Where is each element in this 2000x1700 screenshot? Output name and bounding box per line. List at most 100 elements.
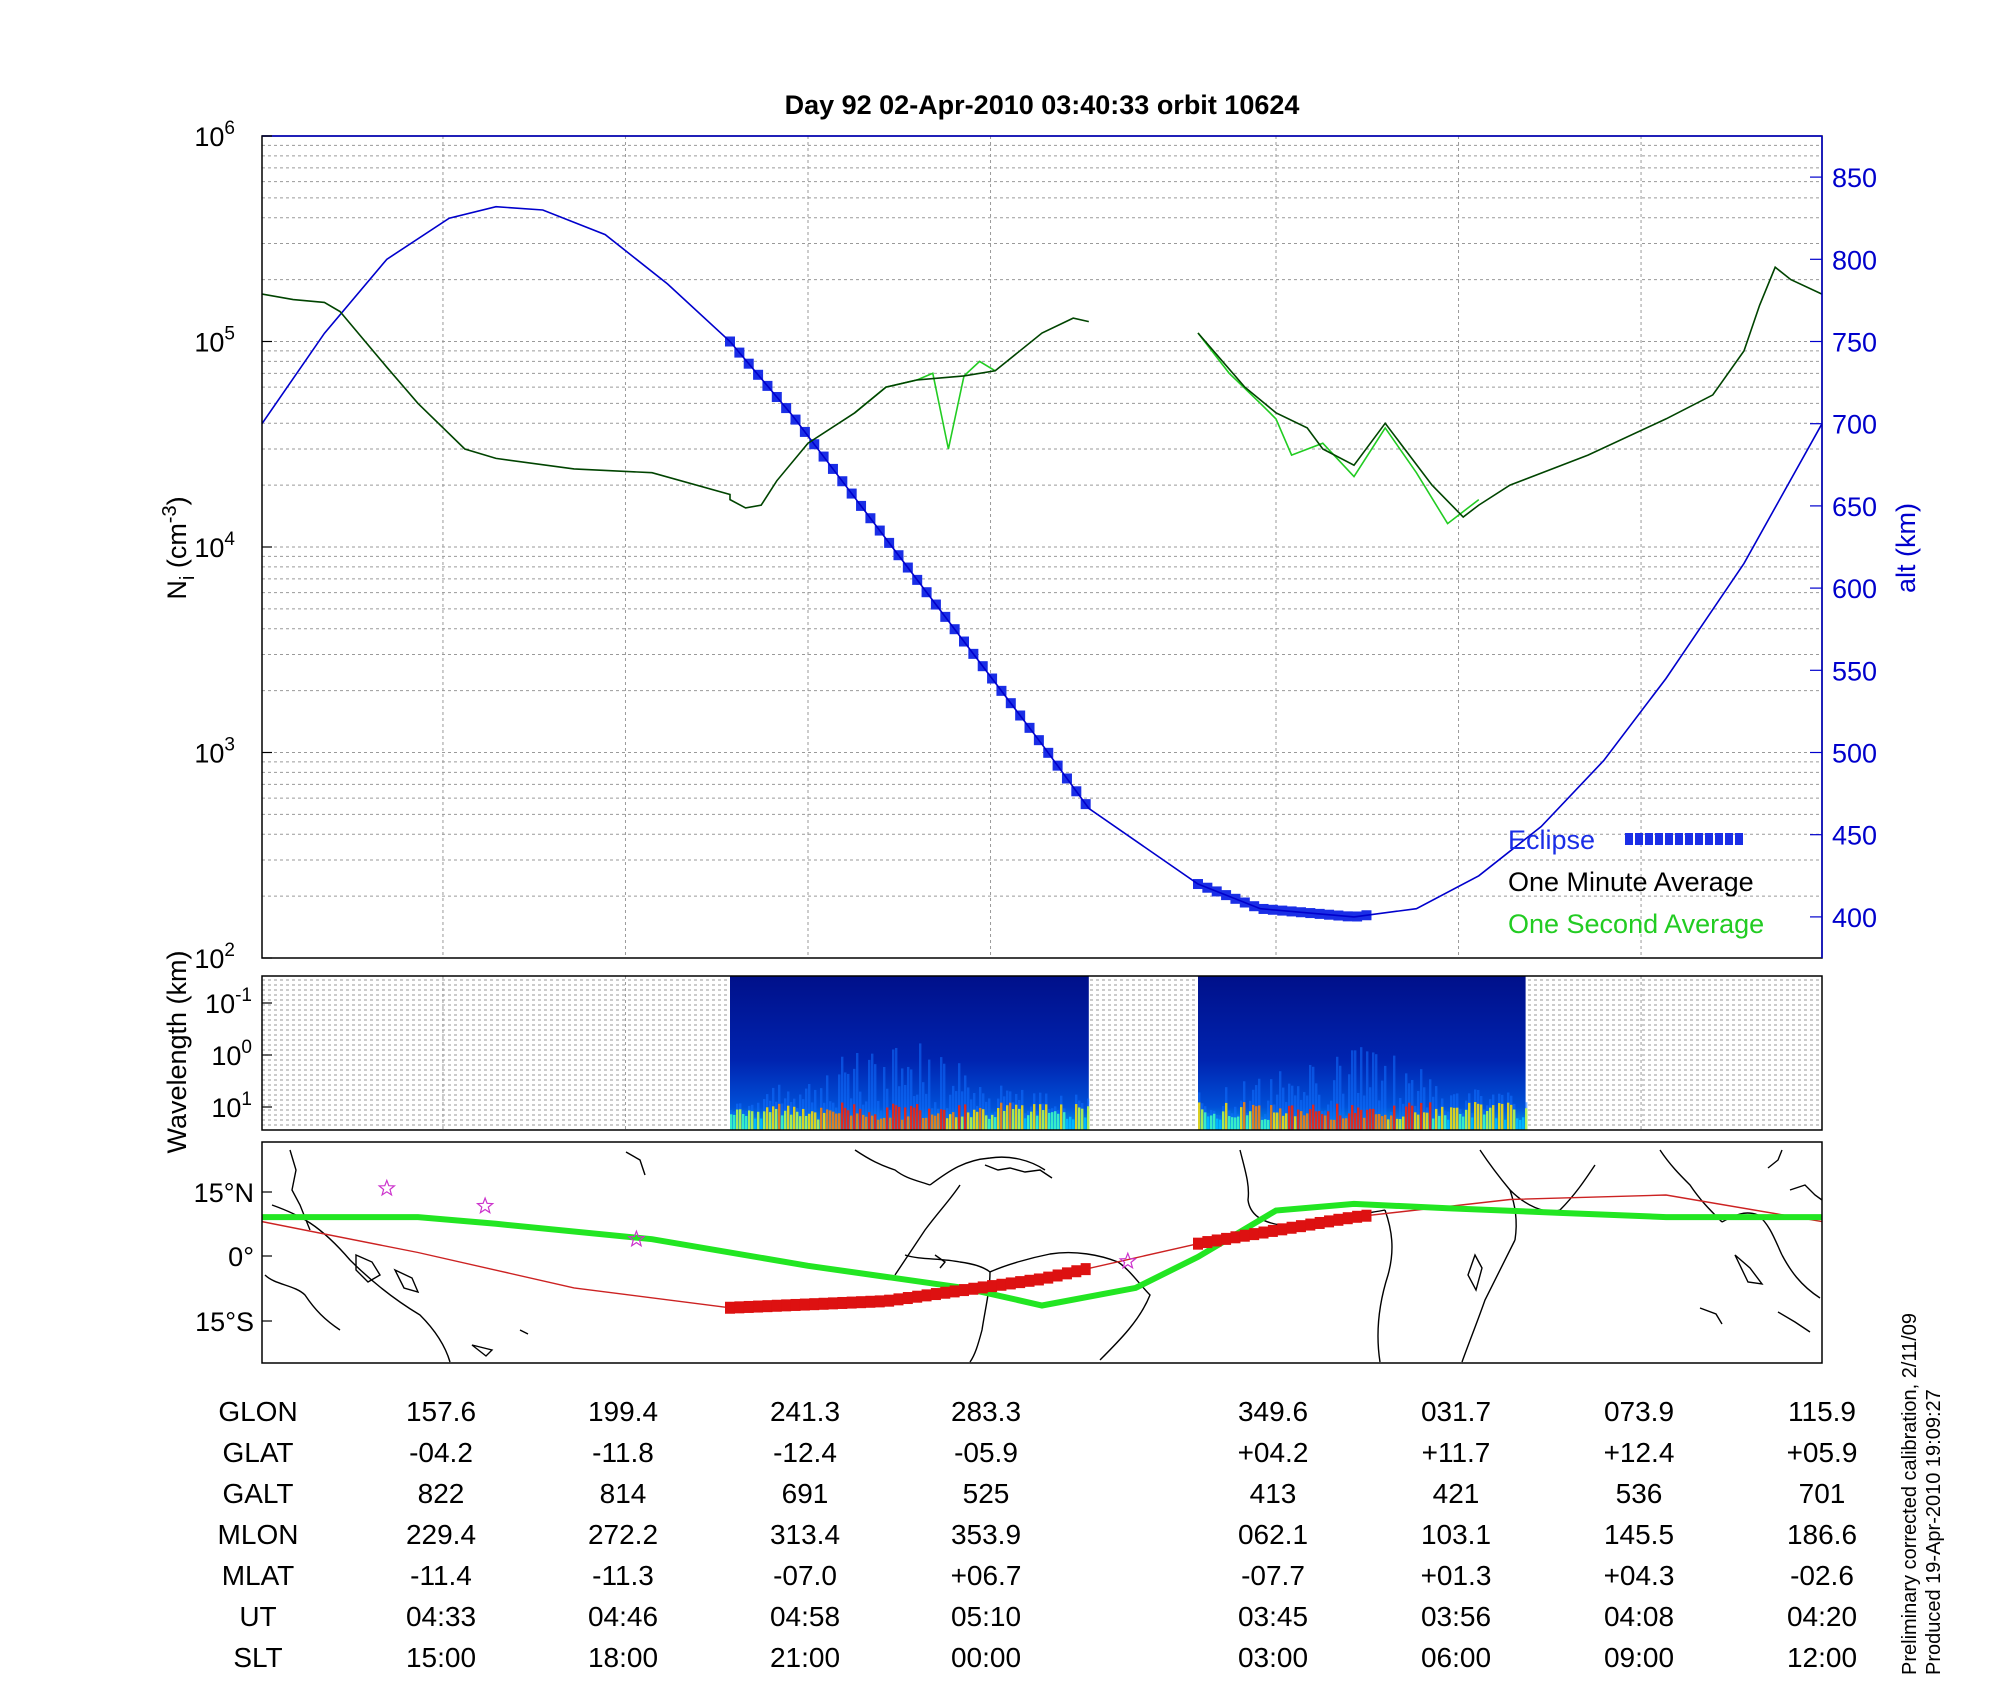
spectrogram-streak (1330, 1100, 1333, 1130)
spectrogram-streak (1405, 1073, 1408, 1130)
spectrogram-streak (808, 1084, 811, 1130)
spectrogram-streak (1294, 1095, 1297, 1130)
spectrogram-hot-streak (1249, 1111, 1252, 1130)
spectrogram-hot-streak (1081, 1108, 1084, 1130)
spectrogram-hot-streak (970, 1117, 973, 1130)
spectrogram-hot-streak (1519, 1119, 1522, 1130)
spectrogram-hot-streak (1483, 1114, 1486, 1130)
spectrogram-hot-streak (1234, 1117, 1237, 1130)
spectrogram-streak (952, 1085, 955, 1130)
spectrogram-hot-streak (1360, 1109, 1363, 1130)
spectrogram-tick-label: 100 (211, 1037, 252, 1071)
spectrogram-hot-streak (988, 1118, 991, 1130)
spectrogram-hot-streak (1420, 1102, 1423, 1130)
spectrogram-streak (901, 1068, 904, 1130)
star-marker (627, 1229, 646, 1248)
spectrogram-hot-streak (1261, 1119, 1264, 1130)
spectrogram-streak (1267, 1100, 1270, 1130)
spectrogram-hot-streak (1225, 1102, 1228, 1130)
table-cell: 186.6 (1787, 1519, 1857, 1550)
spectrogram-hot-streak (1291, 1105, 1294, 1130)
map-eclipse-marker (1015, 1276, 1026, 1289)
spectrogram-streak (961, 1091, 964, 1130)
spectrogram-hot-streak (1198, 1102, 1201, 1130)
spectrogram-hot-streak (1495, 1118, 1498, 1130)
legend-eclipse: Eclipse (1508, 825, 1595, 855)
spectrogram-hot-streak (1282, 1115, 1285, 1130)
spectrogram-hot-streak (1447, 1119, 1450, 1130)
spectrogram-hot-streak (841, 1102, 844, 1130)
spectrogram-hot-streak (1057, 1113, 1060, 1130)
spectrogram-streak (1372, 1052, 1375, 1130)
table-row-label: SLT (233, 1642, 282, 1673)
tick-base: 10 (194, 328, 224, 358)
spectrogram-hot-streak (1237, 1116, 1240, 1130)
spectrogram-hot-streak (913, 1107, 916, 1130)
spectrogram-hot-streak (1321, 1114, 1324, 1130)
spectrogram-hot-streak (1216, 1118, 1219, 1130)
spectrogram-hot-streak (1219, 1119, 1222, 1130)
spectrogram-streak (928, 1059, 931, 1130)
spectrogram-hot-streak (769, 1112, 772, 1130)
spectrogram-streak (1306, 1095, 1309, 1130)
star-marker (1118, 1251, 1138, 1270)
spectrogram-hot-streak (1339, 1115, 1342, 1130)
spectrogram-hot-streak (808, 1113, 811, 1130)
spectrogram-hot-streak (1303, 1115, 1306, 1130)
spectrogram-streak (955, 1091, 958, 1130)
spectrogram-streak (907, 1066, 910, 1130)
table-cell: 701 (1799, 1478, 1846, 1509)
spectrogram-hot-streak (1072, 1119, 1075, 1130)
spectrogram-streak (1420, 1069, 1423, 1130)
map-eclipse-marker (725, 1301, 735, 1314)
table-row-label: GLAT (222, 1437, 293, 1468)
spectrogram-hot-streak (1210, 1115, 1213, 1130)
spectrogram-hot-streak (1276, 1112, 1279, 1130)
density-y-label: Ni (cm-3) (159, 496, 199, 599)
legend-swatch-mark (1715, 833, 1723, 845)
map-eclipse-marker (884, 1294, 895, 1307)
spectrogram-hot-streak (781, 1115, 784, 1130)
map-eclipse-marker (874, 1295, 885, 1308)
spectrogram-streak (1435, 1086, 1438, 1130)
spectrogram-streak (865, 1101, 868, 1130)
map-eclipse-marker (827, 1297, 838, 1310)
spectrogram-hot-streak (1426, 1112, 1429, 1130)
table-cell: 536 (1616, 1478, 1663, 1509)
map-eclipse-marker (921, 1289, 932, 1302)
map-eclipse-marker (1202, 1236, 1213, 1249)
table-row-label: GLON (218, 1396, 297, 1427)
spectrogram-hot-streak (1273, 1112, 1276, 1130)
table-cell: 04:20 (1787, 1601, 1857, 1632)
table-cell: 413 (1250, 1478, 1297, 1509)
spectrogram-streak (1354, 1050, 1357, 1130)
map-eclipse-marker (1249, 1228, 1260, 1241)
spectrogram-streak (847, 1073, 850, 1130)
table-cell: 03:45 (1238, 1601, 1308, 1632)
spectrogram-hot-streak (889, 1117, 892, 1130)
calibration-note: Preliminary corrected calibration, 2/11/… (1899, 1313, 1921, 1675)
legend-swatch-mark (1625, 833, 1633, 845)
spectrogram-hot-streak (1018, 1108, 1021, 1130)
table-cell: 18:00 (588, 1642, 658, 1673)
spectrogram-streak (988, 1098, 991, 1130)
spectrogram-hot-streak (1393, 1105, 1396, 1130)
spectrogram-streak (805, 1088, 808, 1130)
spectrogram-hot-streak (952, 1112, 955, 1130)
spectrogram-hot-streak (1012, 1109, 1015, 1130)
spectrogram-hot-streak (745, 1115, 748, 1130)
altitude-tick-label: 450 (1832, 821, 1877, 851)
spectrogram-hot-streak (1453, 1107, 1456, 1130)
table-cell: 691 (782, 1478, 829, 1509)
spectrogram-streak (1366, 1051, 1369, 1130)
spectrogram-hot-streak (934, 1115, 937, 1130)
table-cell: 115.9 (1788, 1396, 1856, 1427)
spectrogram-hot-streak (1411, 1105, 1414, 1130)
table-cell: 272.2 (588, 1519, 658, 1550)
spectrogram-hot-streak (1414, 1112, 1417, 1130)
density-tick-label: 103 (194, 735, 235, 769)
spectrogram-streak (868, 1059, 871, 1130)
tick-exponent: 3 (224, 735, 235, 756)
spectrogram-hot-streak (1207, 1116, 1210, 1130)
